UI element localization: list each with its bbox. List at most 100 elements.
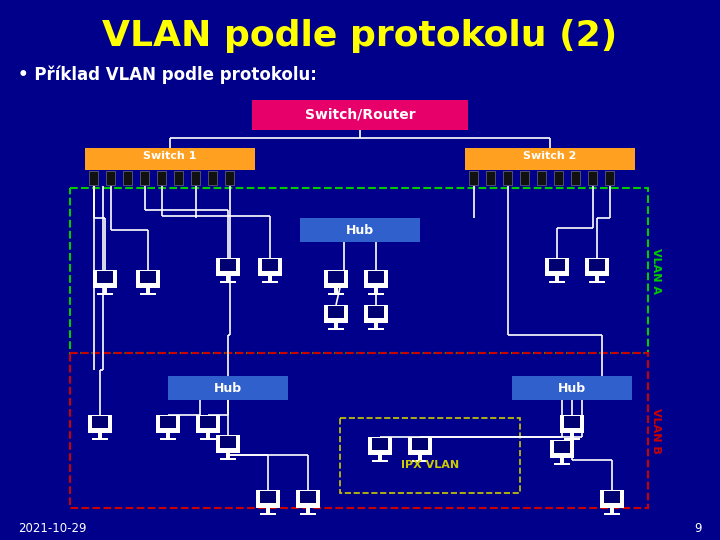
Bar [549, 259, 565, 271]
Bar [258, 258, 282, 276]
Bar [372, 438, 388, 450]
Bar [160, 437, 176, 440]
Bar [520, 171, 529, 185]
Bar [368, 293, 384, 295]
Bar [225, 171, 234, 185]
Bar [140, 272, 156, 282]
Bar [123, 171, 132, 185]
Bar [611, 508, 613, 512]
Bar [208, 171, 217, 185]
Bar [364, 270, 387, 288]
Bar [418, 455, 422, 460]
Bar [94, 270, 117, 288]
Bar [503, 171, 512, 185]
Bar [216, 435, 240, 453]
Bar [252, 100, 468, 130]
Bar [560, 458, 564, 462]
Bar [140, 171, 149, 185]
Bar [328, 293, 344, 295]
Bar [266, 508, 269, 512]
Bar [408, 437, 432, 455]
Bar [603, 491, 621, 503]
Bar [106, 171, 115, 185]
Bar [328, 272, 344, 282]
Bar [604, 512, 620, 515]
Bar [199, 416, 217, 428]
Bar [136, 270, 160, 288]
Bar [157, 171, 166, 185]
Text: VLAN B: VLAN B [651, 408, 661, 454]
Bar [92, 437, 108, 440]
Bar [368, 327, 384, 329]
Bar [328, 306, 344, 318]
Bar [166, 433, 170, 437]
Bar [220, 280, 236, 282]
Bar [99, 433, 102, 437]
Bar [104, 288, 107, 293]
Bar [369, 437, 392, 455]
Bar [465, 148, 635, 170]
Bar [560, 415, 584, 433]
Text: Hub: Hub [558, 381, 586, 395]
Bar [550, 440, 574, 458]
Bar [537, 171, 546, 185]
Bar [545, 258, 569, 276]
Text: VLAN A: VLAN A [651, 247, 661, 294]
Bar [146, 288, 150, 293]
Bar [207, 433, 210, 437]
Bar [570, 433, 574, 437]
Bar [160, 416, 176, 428]
Bar [226, 453, 230, 457]
Bar [300, 491, 316, 503]
Text: VLAN podle protokolu (2): VLAN podle protokolu (2) [102, 19, 618, 53]
Bar [89, 171, 98, 185]
Bar [334, 288, 338, 293]
Bar [91, 416, 109, 428]
Bar [512, 376, 632, 400]
Bar [340, 418, 520, 493]
Bar [261, 259, 279, 271]
Bar [328, 327, 344, 329]
Bar [156, 415, 180, 433]
Bar [589, 280, 605, 282]
Text: 2021-10-29: 2021-10-29 [18, 522, 86, 535]
Bar [197, 415, 220, 433]
Bar [260, 512, 276, 515]
Text: Hub: Hub [214, 381, 242, 395]
Bar [220, 457, 236, 460]
Bar [256, 490, 279, 508]
Bar [140, 293, 156, 295]
Bar [595, 276, 598, 280]
Bar [571, 171, 580, 185]
Bar [412, 438, 428, 450]
Bar [585, 258, 608, 276]
Bar [89, 415, 112, 433]
Text: 9: 9 [695, 522, 702, 535]
Bar [374, 323, 377, 327]
Bar [97, 293, 113, 295]
Bar [262, 280, 278, 282]
Bar [379, 455, 382, 460]
Bar [554, 171, 563, 185]
Bar [368, 272, 384, 282]
Bar [368, 306, 384, 318]
Bar [588, 259, 606, 271]
Text: Switch/Router: Switch/Router [305, 108, 415, 122]
Bar [191, 171, 200, 185]
Bar [374, 288, 377, 293]
Bar [554, 441, 570, 453]
Bar [600, 490, 624, 508]
Bar [334, 323, 338, 327]
Bar [555, 276, 559, 280]
Bar [168, 376, 288, 400]
Bar [70, 188, 648, 353]
Text: Switch 1: Switch 1 [143, 151, 197, 161]
Bar [70, 353, 648, 508]
Bar [220, 436, 236, 448]
Bar [372, 460, 388, 462]
Bar [96, 272, 114, 282]
Bar [297, 490, 320, 508]
Bar [554, 462, 570, 464]
Bar [174, 171, 183, 185]
Bar [564, 416, 580, 428]
